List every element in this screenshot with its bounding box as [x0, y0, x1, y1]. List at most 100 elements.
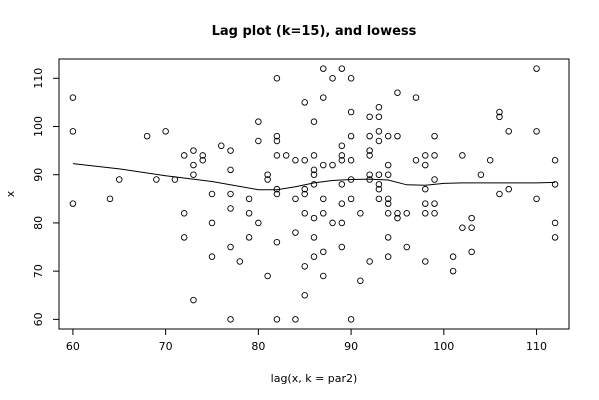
data-point [403, 210, 410, 217]
data-point [273, 137, 281, 145]
data-point [338, 156, 346, 164]
data-point [227, 243, 234, 251]
data-point [384, 161, 392, 169]
data-point [245, 195, 253, 203]
data-point [227, 166, 234, 174]
x-tick-label: 80 [251, 340, 265, 353]
data-point [394, 89, 401, 96]
data-point [190, 147, 197, 154]
data-point [245, 234, 253, 241]
data-point [301, 210, 308, 217]
x-tick-label: 100 [433, 340, 454, 353]
data-point [69, 200, 77, 207]
x-tick-label: 110 [526, 340, 547, 353]
data-point [310, 253, 318, 260]
data-point [366, 147, 373, 154]
data-point [162, 128, 169, 135]
data-point [459, 152, 466, 159]
data-point [310, 214, 318, 222]
data-point [208, 253, 216, 260]
data-point [310, 181, 318, 188]
x-tick-label: 90 [344, 340, 358, 353]
data-point [106, 195, 114, 203]
data-point [236, 258, 244, 265]
data-point [292, 316, 299, 323]
data-point [422, 200, 429, 207]
data-point [384, 253, 392, 260]
data-point [551, 219, 559, 227]
data-point [551, 181, 559, 188]
data-point [496, 113, 503, 121]
data-point [69, 94, 77, 101]
data-point [459, 224, 466, 231]
data-point [449, 253, 457, 260]
data-point [310, 118, 318, 125]
data-point [384, 132, 392, 140]
data-point [301, 99, 308, 106]
data-point [468, 214, 475, 222]
data-point [403, 243, 410, 251]
data-point [394, 210, 401, 217]
x-axis: 60 70 80 90 100 110 [66, 329, 547, 353]
data-point [366, 152, 373, 159]
data-point [292, 229, 299, 236]
data-point [422, 161, 429, 169]
data-point [347, 156, 355, 164]
lowess-line [72, 163, 556, 191]
data-point [227, 316, 234, 323]
data-point [347, 316, 355, 323]
data-point [338, 243, 346, 251]
data-point [190, 171, 197, 178]
y-tick-label: 90 [32, 168, 45, 182]
y-tick-label: 60 [32, 312, 45, 326]
data-point [69, 128, 77, 135]
data-point [347, 75, 355, 82]
data-point [264, 171, 271, 178]
data-point [477, 171, 485, 178]
data-point [245, 210, 253, 217]
data-point [338, 219, 346, 227]
data-point [301, 263, 308, 270]
data-point [431, 152, 438, 159]
data-point [357, 210, 364, 217]
data-point [116, 176, 123, 183]
data-point [533, 195, 540, 203]
data-point [375, 171, 383, 178]
data-point [255, 219, 262, 227]
data-point [338, 181, 346, 188]
data-point [255, 137, 262, 145]
data-point [320, 210, 327, 217]
data-point [320, 65, 327, 72]
y-axis-label: x [4, 190, 17, 197]
data-point [431, 200, 438, 207]
data-point [422, 258, 429, 265]
data-point [273, 152, 281, 159]
data-point [394, 214, 401, 222]
data-point [208, 219, 216, 227]
data-point [366, 258, 373, 265]
data-point [329, 161, 336, 169]
data-point [486, 156, 494, 164]
data-point [143, 132, 151, 140]
x-axis-label: lag(x, k = par2) [271, 372, 358, 385]
data-point [153, 176, 160, 183]
data-point [347, 132, 355, 140]
data-point [190, 296, 197, 304]
data-point [227, 205, 234, 212]
data-point [282, 152, 290, 159]
data-point [310, 152, 318, 159]
y-tick-label: 110 [32, 68, 45, 89]
data-point [347, 195, 355, 203]
data-point [320, 94, 327, 101]
data-point [180, 152, 188, 159]
data-point [292, 195, 299, 203]
data-point [533, 65, 540, 72]
data-point [384, 234, 392, 241]
data-point [384, 171, 392, 178]
data-point [375, 113, 383, 121]
data-point [199, 156, 206, 164]
data-point [366, 171, 373, 178]
data-point [366, 113, 373, 121]
data-point [310, 234, 318, 241]
